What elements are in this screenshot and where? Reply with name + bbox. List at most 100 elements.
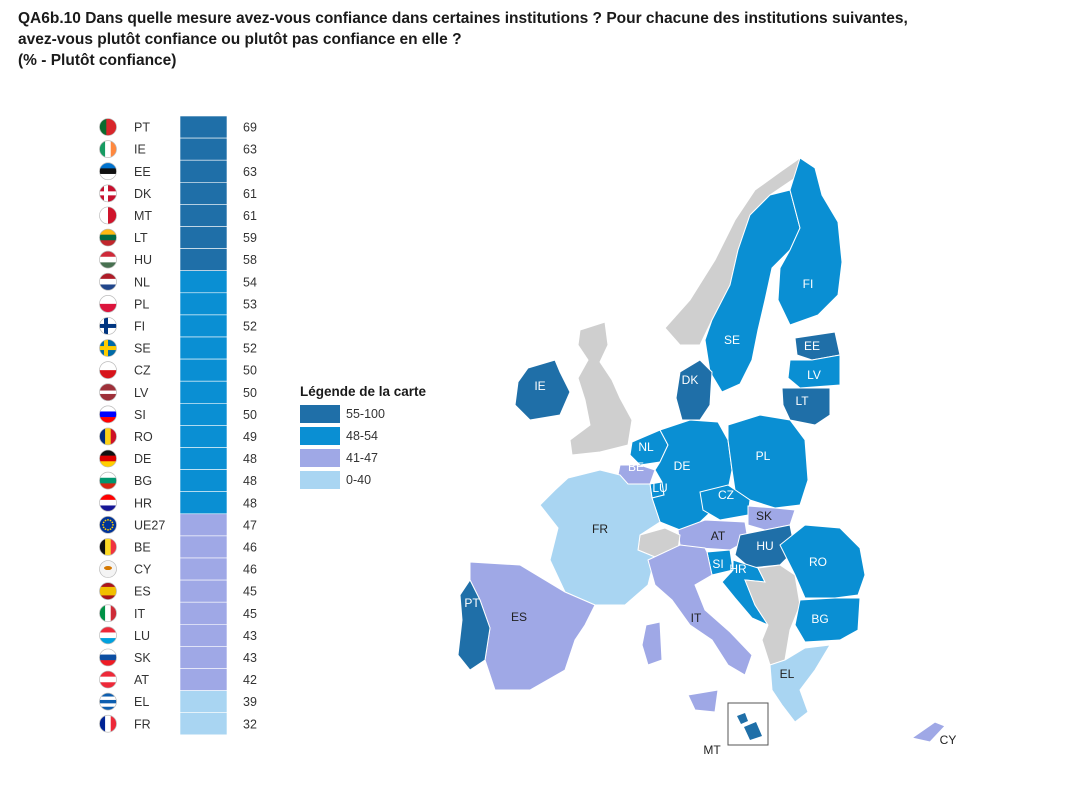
flag-ring [99, 648, 117, 667]
map-label-dk: DK [682, 373, 699, 387]
flag-ie-icon [99, 140, 117, 158]
value-label-ro: 49 [243, 430, 257, 444]
tick-label-lv: LV [134, 386, 149, 400]
map-country-pt [457, 579, 491, 671]
legend-item: 0-40 [300, 469, 426, 491]
flag-nl-icon [99, 273, 117, 291]
map-label-bg: BG [811, 612, 828, 626]
flag-hu-icon [99, 251, 117, 269]
tick-label-bg: BG [134, 474, 152, 488]
legend-swatch [300, 427, 340, 445]
map-label-nl: NL [638, 440, 654, 454]
value-label-at: 42 [243, 673, 257, 687]
flag-ring [99, 383, 117, 402]
flag-lu-icon [99, 626, 117, 644]
legend-label: 41-47 [346, 451, 378, 465]
tick-label-hr: HR [134, 496, 152, 510]
bar-dk [179, 182, 228, 205]
flag-ring [99, 184, 117, 203]
bar-ro [179, 425, 228, 448]
flag-cy-icon [99, 560, 117, 578]
bar-fi [179, 314, 228, 338]
bar-hu [179, 248, 228, 272]
value-label-se: 52 [243, 342, 257, 356]
value-label-dk: 61 [243, 187, 257, 201]
tick-label-be: BE [134, 540, 151, 554]
tick-label-mt: MT [134, 209, 152, 223]
map-label-lv: LV [807, 368, 821, 382]
tick-label-ue27: UE27 [134, 518, 165, 532]
flag-bg-icon [99, 472, 117, 490]
bar-lv [179, 380, 228, 404]
value-label-pt: 69 [243, 121, 257, 135]
flag-ue27-icon [99, 516, 117, 534]
flag-it-icon [99, 604, 117, 622]
map-country-it [647, 544, 753, 676]
value-label-be: 46 [243, 540, 257, 554]
map-country-ie [514, 359, 571, 421]
bar-ee [179, 159, 228, 183]
flag-ring [99, 582, 117, 601]
flag-ee-icon [99, 162, 117, 180]
value-label-it: 45 [243, 607, 257, 621]
bar-hr [179, 491, 228, 515]
tick-label-sk: SK [134, 651, 151, 665]
flag-be-icon [99, 538, 117, 556]
bar-es [179, 579, 228, 603]
flag-pt-icon [99, 118, 117, 136]
bar-nl [179, 270, 228, 294]
flag-hr-icon [99, 494, 117, 512]
flag-ring [99, 515, 117, 534]
map-label-hr: HR [729, 562, 747, 576]
tick-label-pl: PL [134, 297, 149, 311]
bar-cy [179, 557, 228, 581]
bar-fr [179, 712, 228, 736]
legend-swatch [300, 405, 340, 423]
legend-swatch [300, 471, 340, 489]
legend-item: 48-54 [300, 425, 426, 447]
map-label-ro: RO [809, 555, 827, 569]
map-label-si: SI [712, 557, 723, 571]
bar-pt [179, 115, 228, 139]
map-country-mt-main [744, 722, 762, 740]
bar-lt [179, 226, 228, 249]
map-country-uk [569, 321, 633, 456]
flag-fr-icon [99, 715, 117, 733]
tick-label-lu: LU [134, 629, 150, 643]
flag-lv-icon [99, 383, 117, 401]
tick-label-se: SE [134, 342, 151, 356]
value-label-el: 39 [243, 695, 257, 709]
flag-cz-icon [99, 361, 117, 379]
legend-title: Légende de la carte [300, 384, 427, 399]
map-label-it: IT [691, 611, 702, 625]
map-country-shapes [457, 157, 946, 746]
flag-ring [99, 272, 117, 291]
map-label-lt: LT [795, 394, 809, 408]
flag-ring [99, 538, 117, 556]
flag-ring [99, 206, 117, 225]
tick-label-es: ES [134, 585, 151, 599]
flag-dk-icon [99, 184, 117, 202]
value-label-fi: 52 [243, 319, 257, 333]
map-country-dk [675, 359, 713, 421]
flag-ring [99, 228, 117, 247]
flag-ring [99, 118, 117, 136]
map-country-it-sardinia [641, 621, 663, 666]
legend-label: 55-100 [346, 407, 385, 421]
map-country-it-sicily [687, 689, 719, 713]
map-label-cz: CZ [718, 488, 734, 502]
map-country-el [769, 644, 831, 723]
map-country-ro [779, 524, 866, 599]
tick-label-el: EL [134, 695, 149, 709]
bar-it [179, 601, 228, 625]
value-label-mt: 61 [243, 209, 257, 223]
bar-sk [179, 646, 228, 669]
map-country-pl [727, 414, 809, 509]
value-label-lv: 50 [243, 386, 257, 400]
map-label-hu: HU [756, 539, 773, 553]
flag-ring [99, 317, 117, 335]
flag-mt-icon [99, 206, 117, 224]
map-country-mt [737, 713, 748, 724]
tick-label-ro: RO [134, 430, 153, 444]
